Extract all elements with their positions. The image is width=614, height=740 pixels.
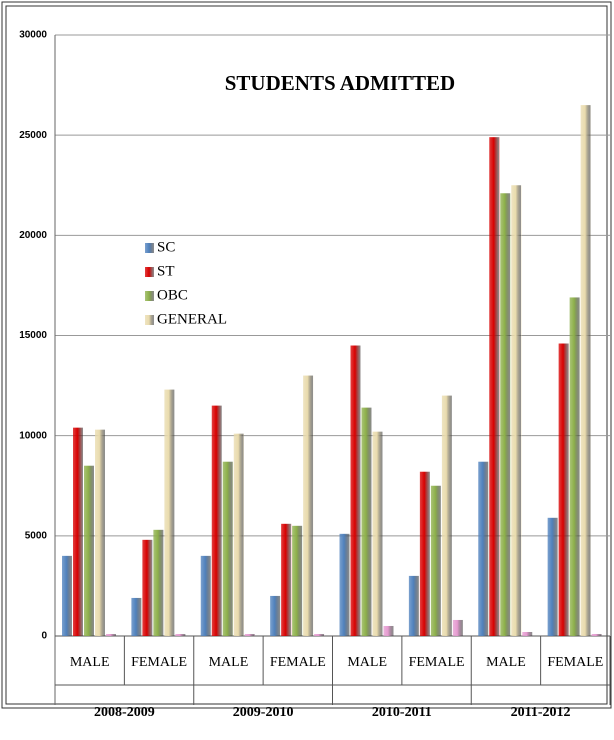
legend-swatch — [145, 291, 154, 301]
y-tick-label: 5000 — [25, 530, 48, 541]
bar — [558, 343, 569, 636]
legend-swatch — [145, 315, 154, 325]
x-tick-label: FEMALE — [409, 655, 465, 670]
bar — [522, 631, 533, 636]
y-tick-label: 25000 — [19, 130, 47, 141]
chart-title: STUDENTS ADMITTED — [225, 71, 455, 95]
frame — [1, 1, 612, 709]
legend-label: GENERAL — [157, 311, 227, 327]
bar — [142, 539, 153, 636]
bar — [547, 517, 558, 636]
bar — [361, 407, 372, 636]
bar — [131, 597, 142, 636]
bar — [73, 427, 83, 636]
bar — [153, 529, 164, 636]
group-label: 2010-2011 — [372, 705, 432, 720]
bar — [244, 633, 255, 636]
bar — [569, 297, 580, 636]
bar — [164, 389, 175, 636]
bar — [270, 595, 281, 636]
frame-inner — [5, 5, 608, 705]
x-tick-label: MALE — [209, 655, 249, 670]
bar — [106, 633, 116, 636]
y-tick-label: 0 — [41, 631, 47, 642]
bar — [292, 525, 303, 636]
group-label: 2009-2010 — [233, 705, 294, 720]
group-label: 2008-2009 — [94, 705, 155, 720]
bar — [95, 429, 105, 636]
bar — [372, 431, 383, 636]
y-tick-label: 30000 — [19, 30, 47, 41]
bar — [419, 471, 430, 636]
legend-label: ST — [157, 263, 175, 279]
legend-swatch — [145, 243, 154, 253]
y-tick-label: 20000 — [19, 230, 47, 241]
x-tick-label: MALE — [70, 655, 110, 670]
bar — [350, 345, 361, 636]
bar — [200, 555, 211, 636]
y-tick-label: 10000 — [19, 430, 47, 441]
x-tick-label: MALE — [347, 655, 387, 670]
bar — [511, 185, 522, 636]
bar — [62, 555, 72, 636]
bar — [452, 619, 463, 636]
bar — [441, 395, 452, 636]
bar — [281, 523, 292, 636]
bar — [233, 433, 244, 636]
bar — [303, 375, 314, 636]
bar — [383, 625, 394, 636]
bar — [314, 633, 325, 636]
bar — [489, 137, 500, 637]
legend-swatch — [145, 267, 154, 277]
bar — [478, 461, 489, 636]
bar — [500, 193, 511, 636]
bar — [430, 485, 441, 636]
x-tick-label: FEMALE — [131, 655, 187, 670]
group-label: 2011-2012 — [511, 705, 571, 720]
x-tick-label: FEMALE — [547, 655, 603, 670]
bar — [84, 465, 94, 636]
y-tick-label: 15000 — [19, 330, 47, 341]
x-tick-label: FEMALE — [270, 655, 326, 670]
legend-label: SC — [157, 239, 175, 255]
bar — [339, 533, 350, 636]
bar — [591, 633, 602, 636]
x-tick-label: MALE — [486, 655, 526, 670]
bar — [408, 575, 419, 636]
bar — [580, 105, 591, 636]
legend-label: OBC — [157, 287, 188, 303]
bar — [222, 461, 233, 636]
bar — [211, 405, 222, 636]
bar — [175, 633, 186, 636]
